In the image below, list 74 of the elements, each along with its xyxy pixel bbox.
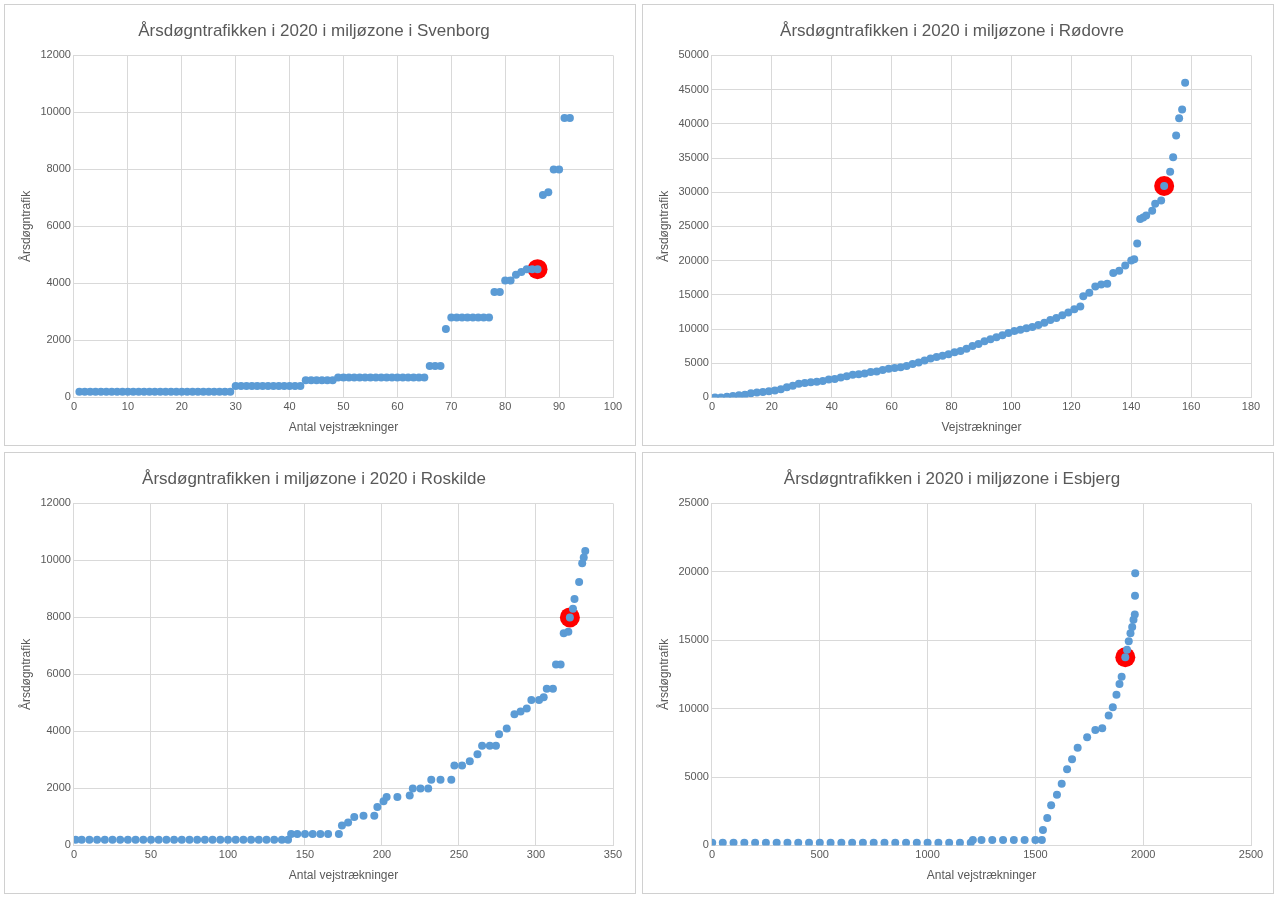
y-tick-label: 0 — [64, 390, 71, 403]
y-tick-label: 0 — [702, 390, 709, 403]
chart-title: Årsdøgntrafikken i 2020 i miljøzone i Rødovre — [780, 20, 1124, 40]
x-tick-label: 2500 — [1238, 848, 1264, 861]
y-tick-label: 50000 — [678, 48, 709, 61]
y-tick-label: 0 — [702, 838, 709, 851]
y-tick-label: 0 — [64, 838, 71, 851]
x-tick-label: 500 — [810, 848, 829, 861]
y-tick-label: 12000 — [40, 496, 71, 509]
y-tick-label: 10000 — [678, 322, 709, 335]
chart-title: Årsdøgntrafikken i miljøzone i 2020 i Roskilde — [142, 468, 486, 488]
x-tick-label: 100 — [603, 400, 623, 413]
x-tick-label: 180 — [1241, 400, 1261, 413]
x-tick-label: 80 — [945, 400, 958, 413]
y-tick-label: 5000 — [684, 356, 709, 369]
x-tick-label: 1000 — [915, 848, 940, 861]
x-tick-label: 50 — [144, 848, 158, 861]
y-tick-label: 10000 — [40, 553, 71, 566]
x-tick-label: 40 — [283, 400, 296, 413]
y-tick-label: 30000 — [678, 185, 709, 198]
y-axis-title: Årsdøgntrafik — [655, 637, 671, 711]
chart-title: Årsdøgntrafikken i 2020 i miljøzone i Esbjerg — [783, 468, 1121, 488]
y-tick-label: 2000 — [46, 781, 71, 794]
y-tick-label: 10000 — [40, 105, 71, 118]
x-tick-label: 140 — [1122, 400, 1141, 413]
x-tick-label: 300 — [526, 848, 546, 861]
y-tick-label: 15000 — [678, 287, 709, 300]
y-axis-title: Årsdøgntrafik — [17, 189, 33, 263]
x-tick-label: 1500 — [1023, 848, 1048, 861]
y-axis-title: Årsdøgntrafik — [17, 637, 33, 711]
y-tick-label: 25000 — [678, 496, 709, 509]
x-axis-title: Vejstrækninger — [941, 420, 1022, 435]
y-tick-label: 5000 — [684, 770, 709, 783]
x-tick-label: 2000 — [1130, 848, 1156, 861]
x-tick-label: 40 — [825, 400, 838, 413]
y-tick-label: 6000 — [46, 667, 71, 680]
y-tick-label: 4000 — [46, 724, 71, 737]
x-tick-label: 100 — [1002, 400, 1021, 413]
y-tick-label: 20000 — [678, 564, 709, 577]
y-tick-label: 6000 — [46, 219, 71, 232]
x-tick-label: 200 — [372, 848, 392, 861]
y-tick-label: 35000 — [678, 151, 709, 164]
x-tick-label: 150 — [295, 848, 315, 861]
x-tick-label: 250 — [449, 848, 469, 861]
x-tick-label: 120 — [1062, 400, 1081, 413]
x-tick-label: 60 — [885, 400, 898, 413]
y-tick-label: 25000 — [678, 219, 709, 232]
x-tick-label: 100 — [218, 848, 238, 861]
x-tick-label: 160 — [1181, 400, 1201, 413]
y-tick-label: 45000 — [678, 82, 709, 95]
x-axis-title: Antal vejstrækninger — [288, 420, 399, 435]
y-tick-label: 12000 — [40, 48, 71, 61]
x-tick-label: 90 — [552, 400, 566, 413]
x-tick-label: 350 — [603, 848, 623, 861]
x-tick-label: 30 — [229, 400, 242, 413]
y-tick-label: 40000 — [678, 116, 709, 129]
y-tick-label: 10000 — [678, 701, 709, 714]
y-tick-label: 8000 — [46, 610, 71, 623]
x-tick-label: 10 — [121, 400, 135, 413]
x-tick-label: 50 — [337, 400, 350, 413]
y-tick-label: 20000 — [678, 253, 709, 266]
y-tick-label: 8000 — [46, 162, 71, 175]
x-tick-label: 60 — [391, 400, 404, 413]
x-tick-label: 20 — [765, 400, 778, 413]
y-tick-label: 2000 — [46, 333, 71, 346]
x-tick-label: 20 — [175, 400, 188, 413]
x-tick-label: 70 — [445, 400, 458, 413]
y-tick-label: 15000 — [678, 633, 709, 646]
x-tick-label: 80 — [499, 400, 512, 413]
x-axis-title: Antal vejstrækninger — [926, 868, 1037, 883]
y-axis-title: Årsdøgntrafik — [655, 189, 671, 263]
chart-title: Årsdøgntrafikken i 2020 i miljøzone i Svenborg — [138, 20, 490, 40]
y-tick-label: 4000 — [46, 276, 71, 289]
x-axis-title: Antal vejstrækninger — [288, 868, 399, 883]
